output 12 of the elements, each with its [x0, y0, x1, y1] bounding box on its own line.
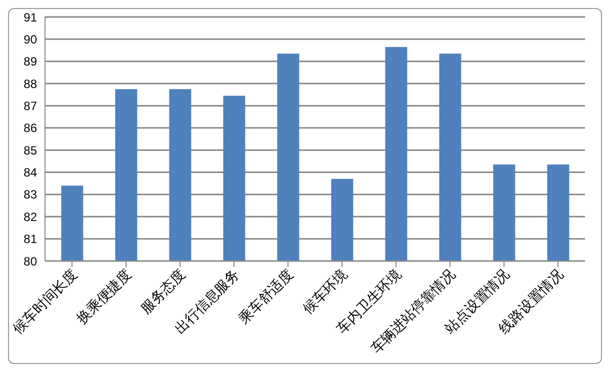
y-tick-label: 80	[24, 254, 38, 268]
y-tick-label: 86	[24, 121, 38, 136]
y-tick-label: 85	[24, 143, 38, 158]
y-tick-label: 83	[24, 188, 38, 202]
y-tick-label: 84	[24, 166, 38, 180]
y-tick-label: 88	[24, 76, 38, 91]
y-tick-label: 87	[24, 98, 38, 113]
y-tick-label: 90	[24, 32, 38, 46]
y-tick-label: 91	[24, 10, 38, 24]
y-tick-label: 89	[24, 54, 38, 69]
y-tick-label: 81	[24, 232, 38, 246]
y-tick-label: 82	[24, 210, 38, 224]
